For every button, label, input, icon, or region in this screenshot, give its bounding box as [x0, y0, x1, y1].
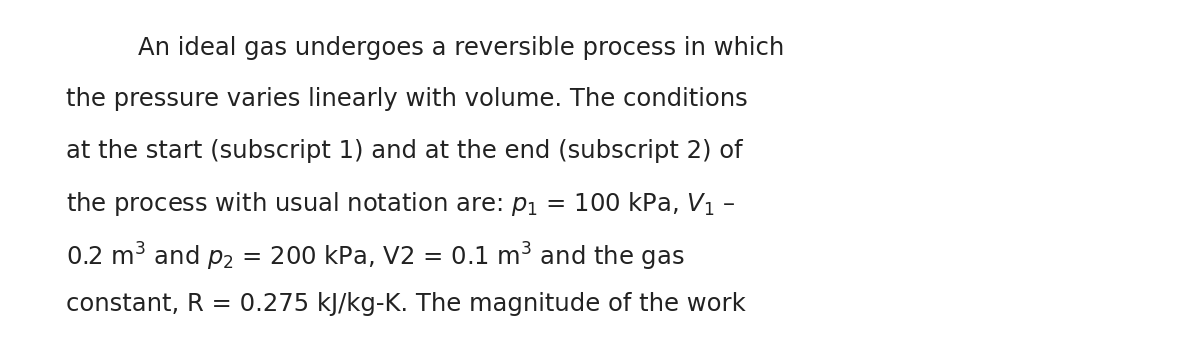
Text: 0.2 m$^3$ and $p_2$ = 200 kPa, V2 = 0.1 m$^3$ and the gas: 0.2 m$^3$ and $p_2$ = 200 kPa, V2 = 0.1 … [66, 241, 684, 273]
Text: the pressure varies linearly with volume. The conditions: the pressure varies linearly with volume… [66, 87, 748, 111]
Text: constant, R = 0.275 kJ/kg-K. The magnitude of the work: constant, R = 0.275 kJ/kg-K. The magnitu… [66, 292, 745, 316]
Text: at the start (subscript 1) and at the end (subscript 2) of: at the start (subscript 1) and at the en… [66, 139, 743, 162]
Text: the process with usual notation are: $p_1$ = 100 kPa, $V_1$ –: the process with usual notation are: $p_… [66, 190, 736, 218]
Text: An ideal gas undergoes a reversible process in which: An ideal gas undergoes a reversible proc… [138, 36, 785, 60]
